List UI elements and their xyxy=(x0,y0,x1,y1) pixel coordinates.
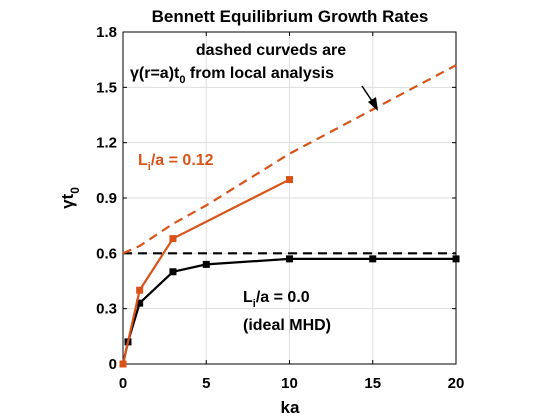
x-tick-label: 5 xyxy=(202,375,210,392)
y-tick-label: 0 xyxy=(109,356,117,373)
series-1-point xyxy=(286,176,293,184)
series-0-point xyxy=(169,268,177,276)
annotation-black-label-prefix: L xyxy=(243,289,253,306)
x-tick-label: 0 xyxy=(119,375,127,392)
y-tick-label: 1.8 xyxy=(96,24,117,41)
annotation-dashed-line2-sub: 0 xyxy=(179,74,185,86)
y-tick-label: 0.6 xyxy=(96,245,117,262)
y-axis-label-main: γt xyxy=(58,193,77,208)
annotation-black-label-line2: (ideal MHD) xyxy=(243,317,331,334)
annotation-orange-label: Li/a = 0.12 xyxy=(138,152,214,173)
x-tick-label: 20 xyxy=(448,375,465,392)
x-axis-label: ka xyxy=(281,398,300,417)
annotation-dashed-line2-suffix: from local analysis xyxy=(185,65,334,82)
y-axis-label-sub: 0 xyxy=(68,187,82,194)
annotation-orange-label-suffix: /a = 0.12 xyxy=(151,152,214,169)
series-line-1 xyxy=(121,178,290,365)
annotation-arrow-head xyxy=(368,97,378,111)
x-tick-label: 15 xyxy=(364,375,381,392)
y-tick-label: 1.5 xyxy=(96,79,117,96)
chart-title: Bennett Equilibrium Growth Rates xyxy=(152,7,429,26)
annotation-black-label-suffix: /a = 0.0 xyxy=(256,289,310,306)
series-0-point xyxy=(136,299,144,307)
ticks: 0 5 10 15 20 0 0.3 0.6 0.9 1.2 1.5 1.8 xyxy=(96,24,464,392)
series-1-point xyxy=(119,360,127,368)
series-line-3 xyxy=(122,64,457,255)
series-group xyxy=(119,64,460,368)
annotation-orange-label-prefix: L xyxy=(138,152,148,169)
annotation-dashed-line2-prefix: γ(r=a)t xyxy=(130,65,180,82)
series-0-point xyxy=(202,260,210,268)
series-1-point xyxy=(136,286,144,294)
annotation-dashed-line1: dashed curveds are xyxy=(196,42,346,59)
series-0-point xyxy=(286,255,293,263)
annotation-orange-label-sub: i xyxy=(148,161,151,173)
y-tick-label: 1.2 xyxy=(96,135,117,152)
series-0-point xyxy=(452,255,460,263)
series-0-point xyxy=(369,255,377,263)
series-1-point xyxy=(169,235,177,243)
annotation-black-label-sub: i xyxy=(253,298,256,310)
y-tick-label: 0.9 xyxy=(96,190,117,207)
y-axis-label: γt0 xyxy=(58,187,82,209)
annotation-dashed-line2: γ(r=a)t0 from local analysis xyxy=(130,65,334,86)
y-axis-label-group: γt0 xyxy=(58,187,82,209)
annotation-black-label: Li/a = 0.0 xyxy=(243,289,310,310)
x-tick-label: 10 xyxy=(281,375,298,392)
y-tick-label: 0.3 xyxy=(96,301,117,318)
